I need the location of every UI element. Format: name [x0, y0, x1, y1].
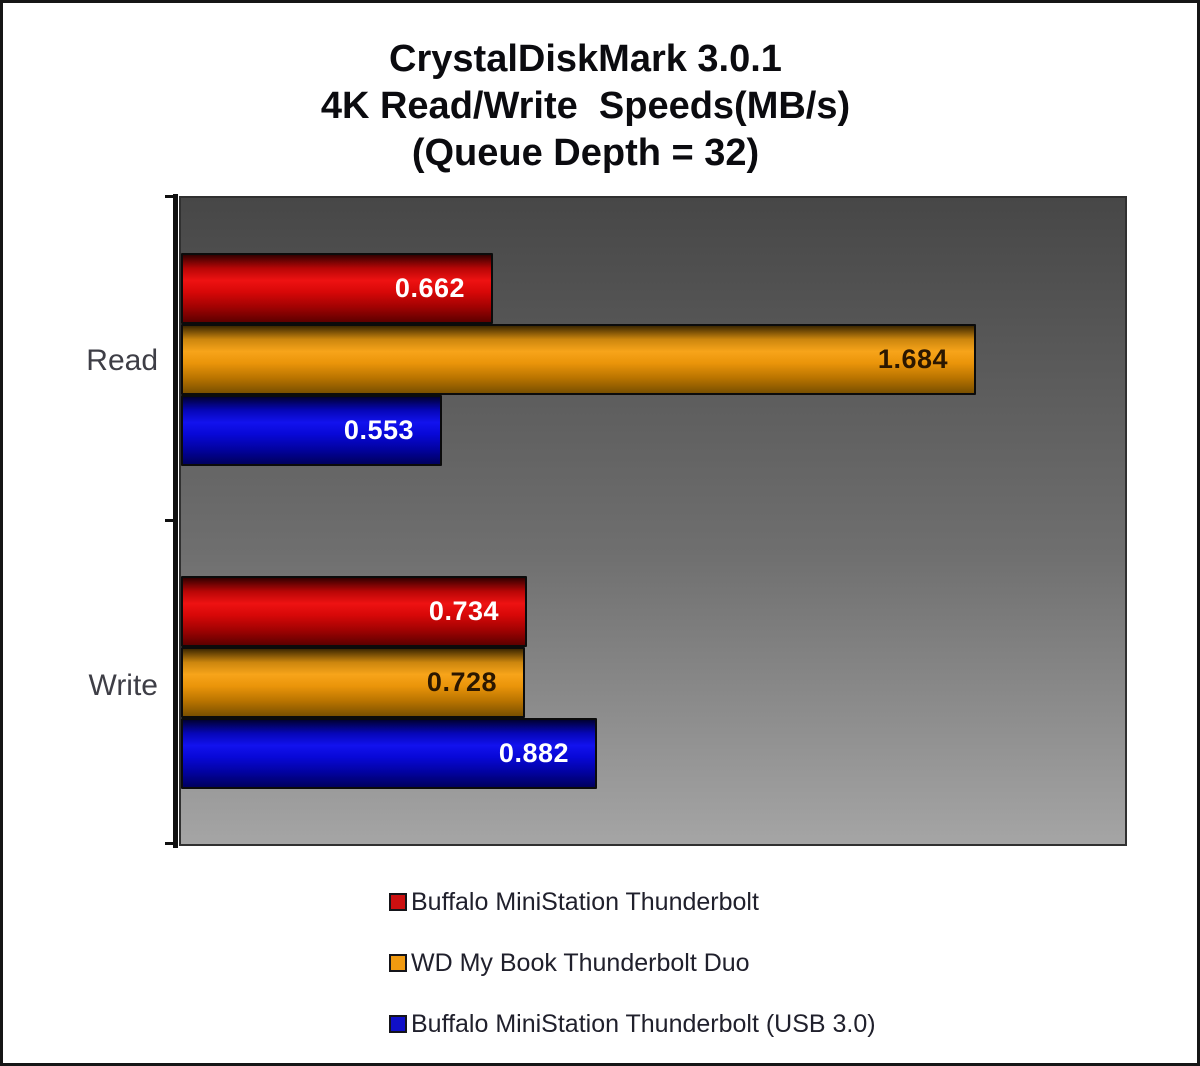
bar-value-label: 0.882 — [498, 738, 569, 768]
axis-tick-top — [165, 195, 174, 198]
bar-read-series-0: 0.662 — [181, 253, 493, 324]
legend-swatch — [389, 893, 407, 911]
bar-value-label: 0.662 — [394, 273, 465, 303]
legend-item: Buffalo MiniStation Thunderbolt — [389, 887, 876, 917]
legend-label: Buffalo MiniStation Thunderbolt (USB 3.0… — [411, 1009, 876, 1038]
legend-swatch — [389, 954, 407, 972]
legend-item: Buffalo MiniStation Thunderbolt (USB 3.0… — [389, 1009, 876, 1039]
category-label-read: Read — [86, 344, 158, 377]
legend-swatch — [389, 1015, 407, 1033]
legend-item: WD My Book Thunderbolt Duo — [389, 948, 876, 978]
legend-label: WD My Book Thunderbolt Duo — [411, 948, 750, 977]
bar-read-series-2: 0.553 — [181, 395, 442, 466]
axis-tick-bottom — [165, 842, 174, 845]
bar-value-label: 0.728 — [426, 667, 497, 697]
bar-value-label: 1.684 — [877, 344, 948, 374]
legend: Buffalo MiniStation Thunderbolt WD My Bo… — [389, 887, 876, 1063]
bar-read-series-1: 1.684 — [181, 324, 976, 395]
category-label-write: Write — [88, 669, 158, 702]
legend-label: Buffalo MiniStation Thunderbolt — [411, 887, 759, 916]
bar-value-label: 0.553 — [343, 415, 414, 445]
chart-title-line-3: (Queue Depth = 32) — [411, 132, 760, 174]
bar-write-series-0: 0.734 — [181, 576, 527, 647]
bar-value-label: 0.734 — [428, 596, 499, 626]
y-axis-line — [173, 194, 178, 848]
chart-title-line-1: CrystalDiskMark 3.0.1 — [389, 38, 782, 80]
bar-write-series-1: 0.728 — [181, 647, 525, 718]
plot-area: 0.662 1.684 0.553 0.734 0.728 0.882 — [165, 194, 1127, 848]
bar-write-series-2: 0.882 — [181, 718, 597, 789]
chart-title-line-2: 4K Read/Write Speeds(MB/s) — [320, 85, 851, 127]
axis-tick-middle — [165, 519, 174, 522]
chart-title: CrystalDiskMark 3.0.1 4K Read/Write Spee… — [3, 36, 1168, 177]
